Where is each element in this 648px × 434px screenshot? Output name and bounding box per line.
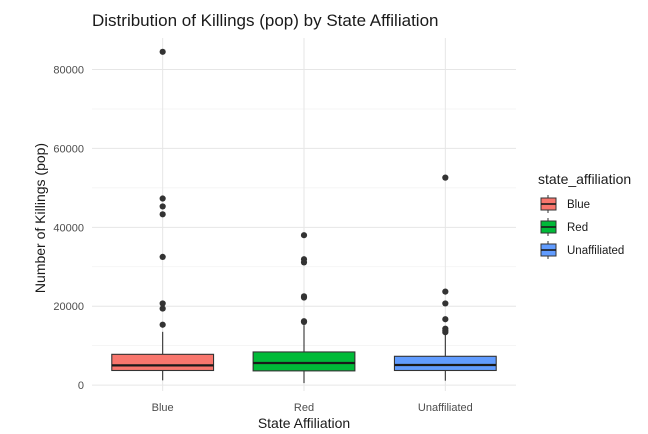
box-group [111, 48, 497, 384]
y-tick-label: 80000 [53, 65, 84, 77]
outlier-point [159, 321, 166, 328]
iqr-box [252, 351, 356, 372]
x-tick-label: Unaffiliated [418, 402, 473, 414]
legend-label: Blue [567, 199, 590, 211]
outlier-point [300, 318, 308, 326]
x-tick-label: Blue [152, 402, 174, 414]
x-axis-title: State Affiliation [258, 415, 350, 431]
outlier-point [442, 174, 449, 181]
outlier-point [442, 288, 449, 295]
chart-title: Distribution of Killings (pop) by State … [92, 11, 438, 30]
outlier-point [159, 203, 166, 210]
iqr-box [393, 355, 497, 372]
box-red [252, 232, 356, 384]
legend-item-blue: Blue [540, 195, 590, 213]
outlier-point [300, 259, 308, 266]
legend-label: Red [567, 222, 588, 234]
outlier-point [159, 253, 166, 260]
box-blue [111, 48, 215, 381]
outlier-point [442, 329, 449, 336]
legend: state_affiliation Blue Red Unaffiliated [538, 171, 631, 259]
x-tick-label: Red [294, 402, 314, 414]
legend-item-unaffiliated: Unaffiliated [540, 241, 624, 259]
outlier-point [159, 48, 166, 55]
iqr-box [111, 353, 215, 372]
y-axis-ticks: 0 20000 40000 60000 80000 [53, 65, 84, 393]
x-axis-ticks: Blue Red Unaffiliated [152, 402, 473, 414]
legend-item-red: Red [540, 218, 588, 236]
outlier-point [159, 195, 166, 202]
outlier-point [300, 232, 308, 239]
y-tick-label: 0 [78, 380, 84, 392]
outlier-point [159, 300, 166, 307]
y-tick-label: 60000 [53, 143, 84, 155]
outlier-point [159, 211, 166, 218]
legend-label: Unaffiliated [567, 245, 624, 257]
outlier-point [300, 294, 308, 301]
y-tick-label: 20000 [53, 301, 84, 313]
y-axis-title: Number of Killings (pop) [32, 143, 48, 293]
outlier-point [442, 300, 449, 307]
y-tick-label: 40000 [53, 222, 84, 234]
legend-title: state_affiliation [538, 171, 631, 187]
outlier-point [442, 316, 449, 323]
outlier-point [159, 305, 166, 312]
box-unaffiliated [393, 174, 497, 381]
